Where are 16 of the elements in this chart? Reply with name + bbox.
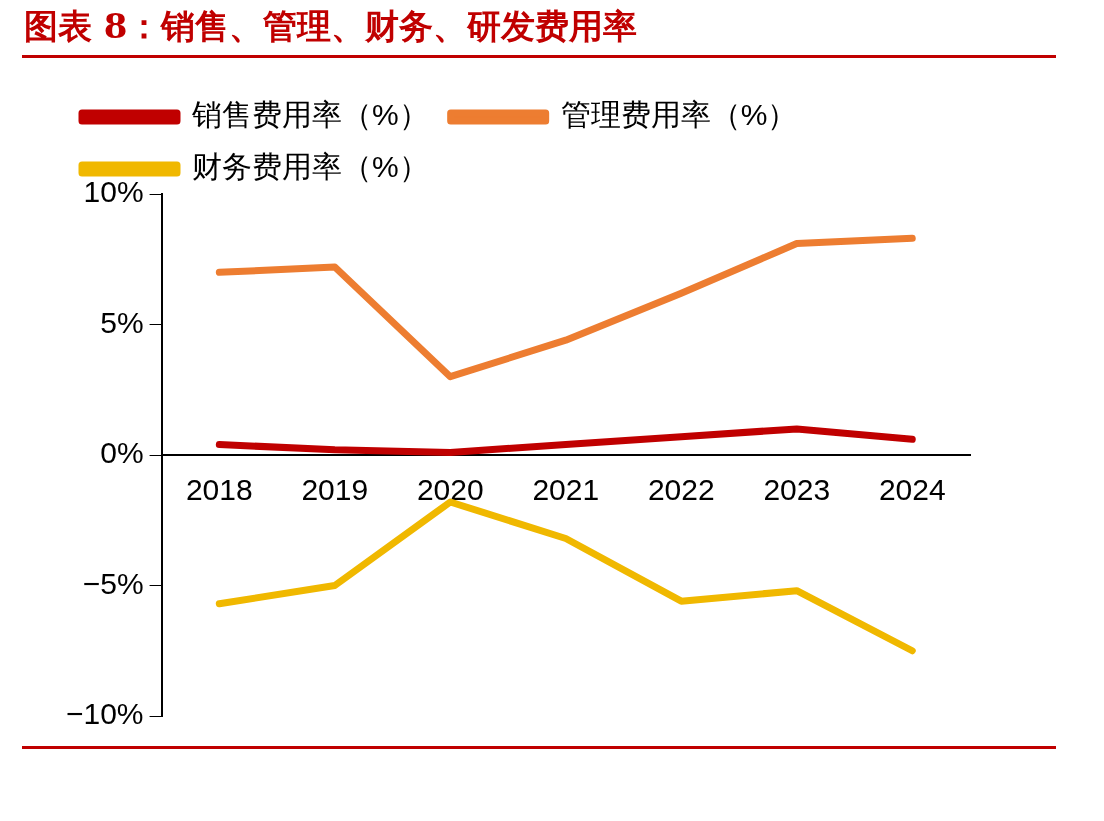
legend-label: 财务费用率（%） [192, 150, 429, 184]
y-tick-label: 10% [83, 175, 144, 209]
x-tick-label: 2021 [532, 473, 600, 507]
y-tick-label: 0% [100, 436, 144, 470]
x-tick-label: 2019 [301, 473, 369, 507]
y-tick-label: −10% [65, 697, 144, 731]
x-tick-label: 2020 [416, 473, 484, 507]
x-tick-label: 2022 [647, 473, 715, 507]
legend-label: 销售费用率（%） [191, 98, 429, 132]
chart-title: 图表 8：销售、管理、财务、研发费用率 [24, 5, 638, 48]
x-tick-label: 2024 [878, 473, 946, 507]
x-tick-label: 2023 [763, 473, 831, 507]
y-tick-label: −5% [82, 566, 144, 600]
legend-label: 管理费用率（%） [560, 98, 798, 132]
x-tick-label: 2018 [185, 473, 253, 507]
y-tick-label: 5% [100, 305, 144, 339]
